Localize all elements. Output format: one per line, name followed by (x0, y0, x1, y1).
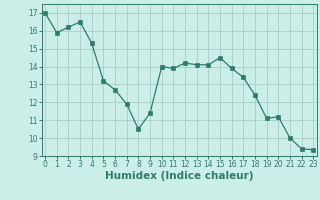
X-axis label: Humidex (Indice chaleur): Humidex (Indice chaleur) (105, 171, 253, 181)
